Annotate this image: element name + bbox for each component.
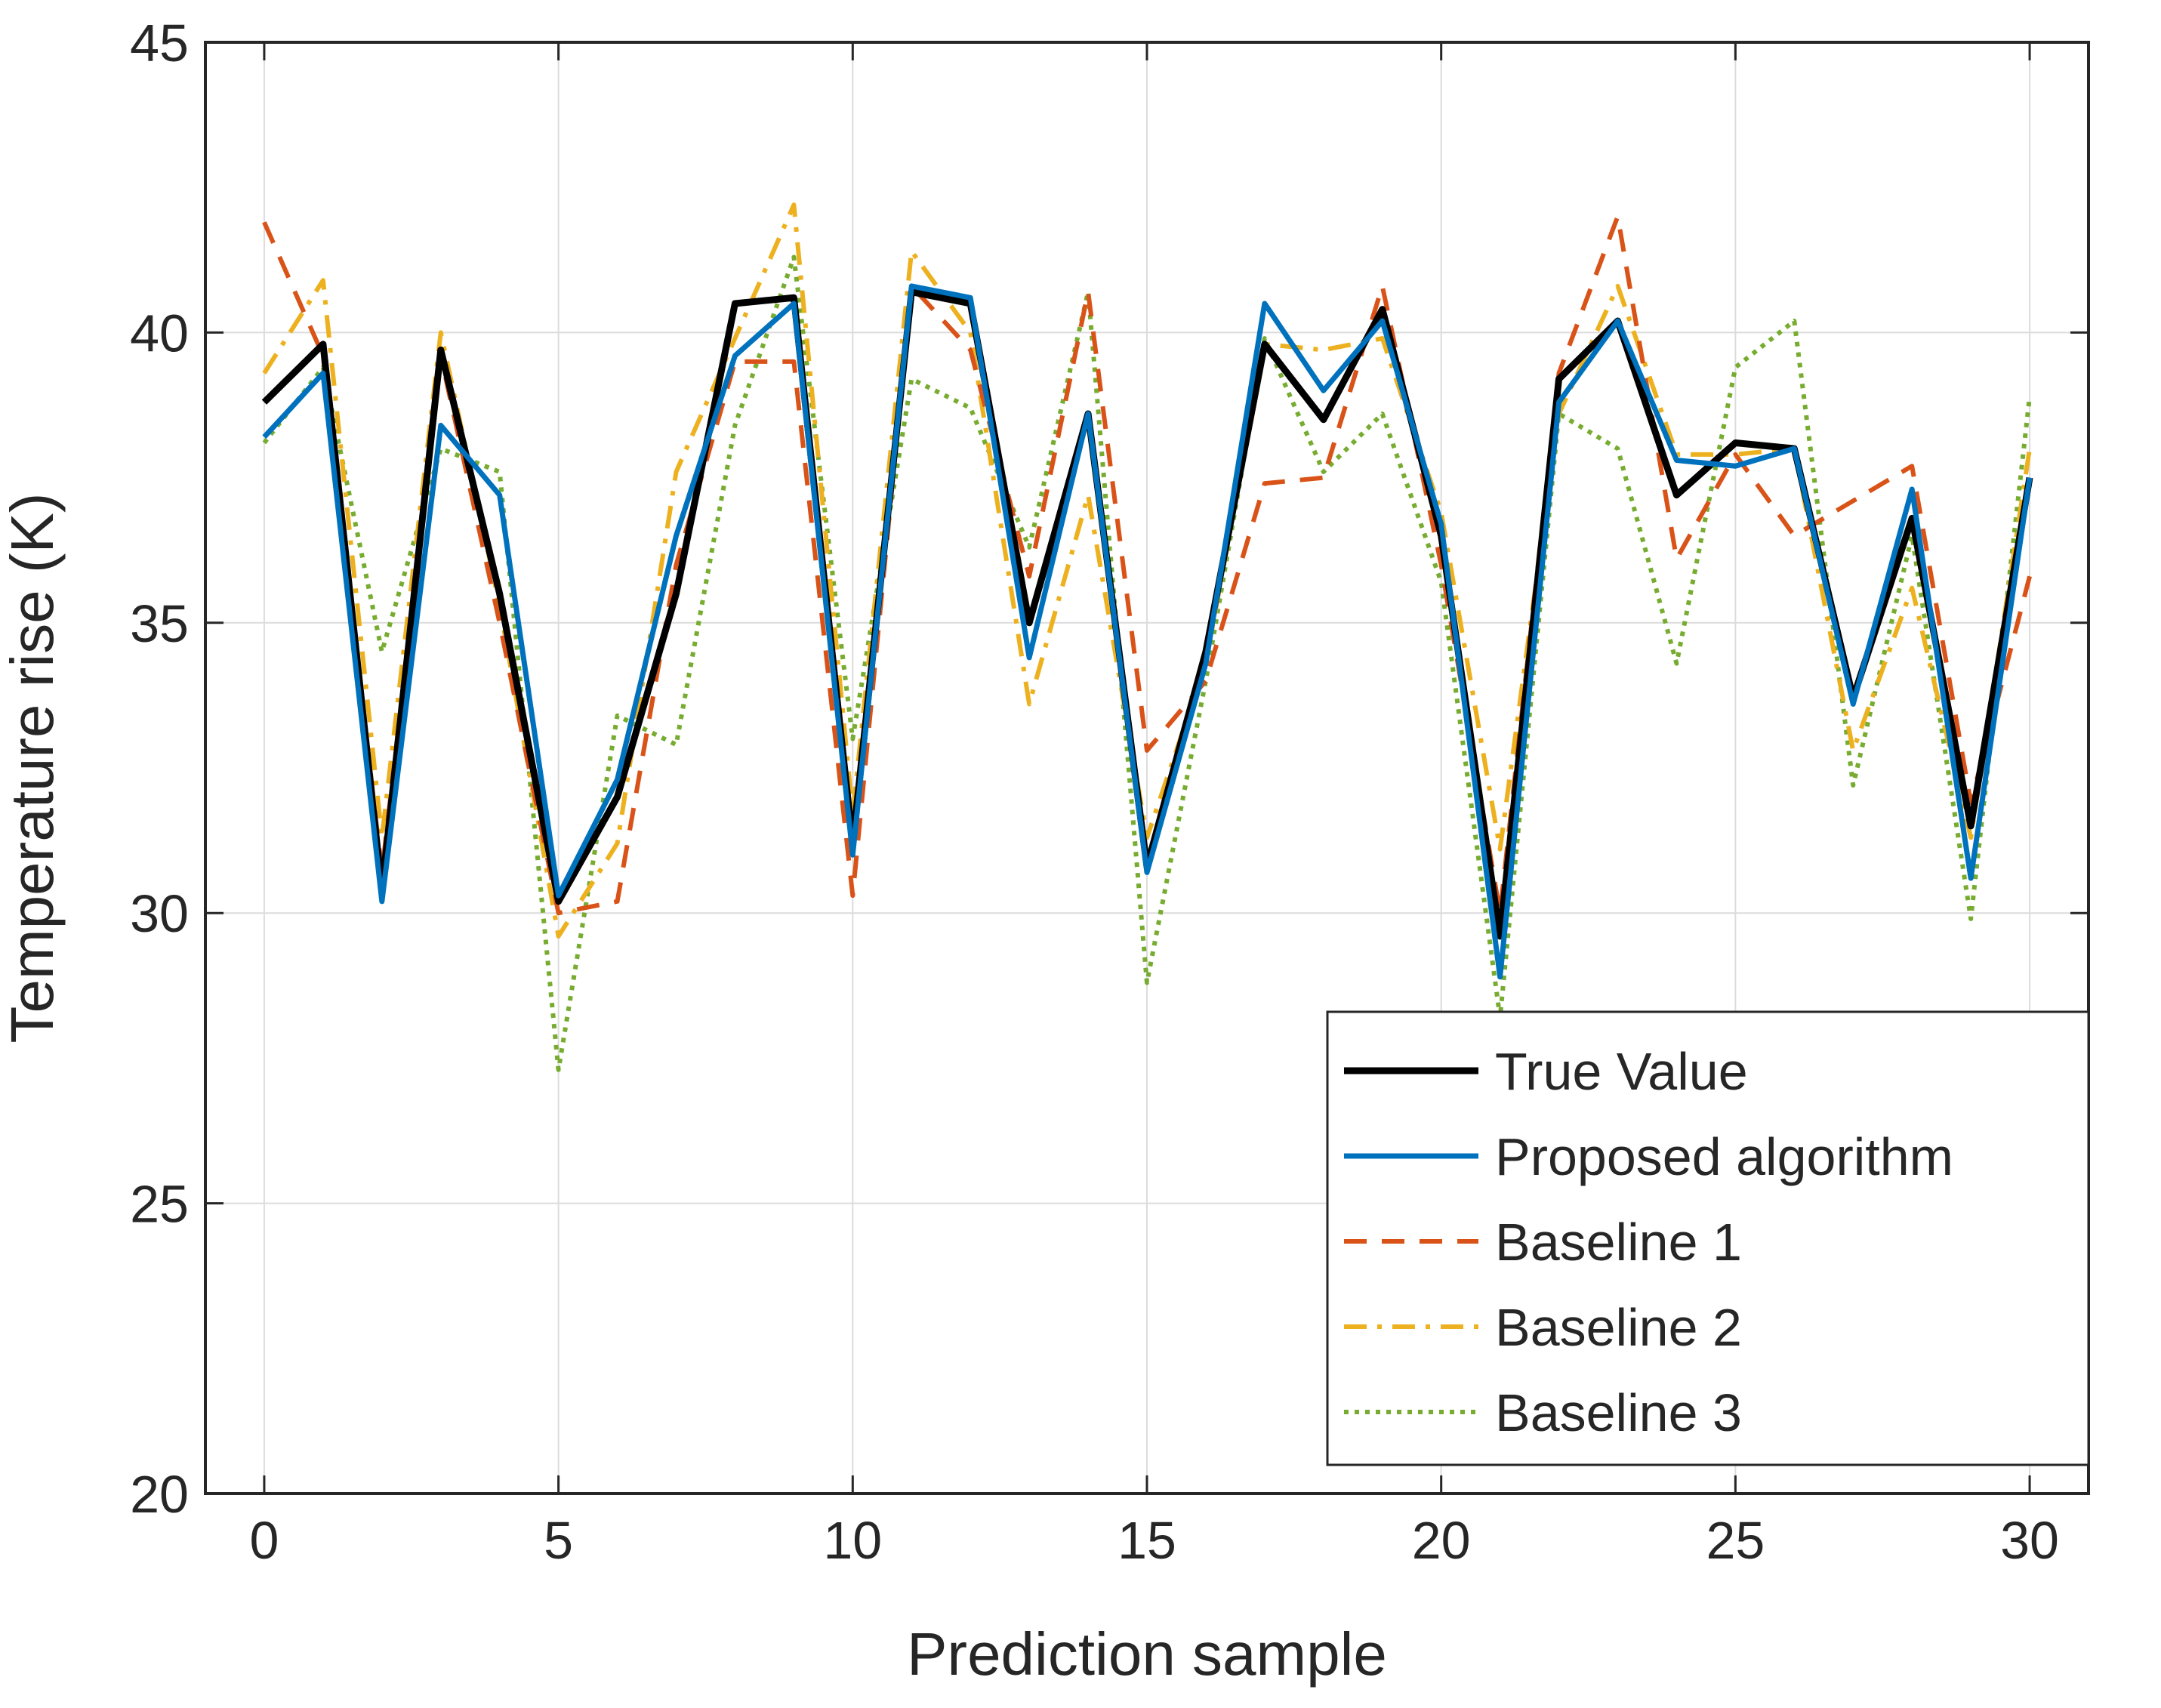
y-tick-label: 35 xyxy=(130,594,189,653)
y-tick-label: 20 xyxy=(130,1465,189,1524)
x-tick-label: 0 xyxy=(249,1511,279,1570)
x-tick-label: 25 xyxy=(1706,1511,1765,1570)
legend-item: Baseline 1 xyxy=(1344,1213,1742,1272)
legend-label: Baseline 1 xyxy=(1495,1213,1742,1272)
legend-item: Baseline 3 xyxy=(1344,1383,1742,1442)
x-tick-label: 15 xyxy=(1117,1511,1176,1570)
series-line-baseline-1 xyxy=(262,214,2032,916)
legend: True Value Proposed algorithm Baseline 1 Ba… xyxy=(1326,1010,2090,1466)
legend-box xyxy=(1326,1010,2090,1466)
legend-label: Baseline 3 xyxy=(1495,1383,1742,1442)
series-line-baseline-3 xyxy=(262,254,2033,1072)
series-lines xyxy=(261,202,2033,1072)
legend-item: True Value xyxy=(1344,1042,1748,1101)
y-tick-label: 45 xyxy=(130,14,189,72)
series-line-baseline-2 xyxy=(262,202,2033,939)
x-tick-label: 5 xyxy=(544,1511,573,1570)
x-tick-label: 10 xyxy=(823,1511,882,1570)
x-axis-label: Prediction sample xyxy=(907,1620,1387,1688)
axis-ticks: 0 5 10 15 20 25 30 20 25 30 35 40 45 xyxy=(130,14,2089,1570)
x-tick-label: 20 xyxy=(1412,1511,1471,1570)
legend-label: Baseline 2 xyxy=(1495,1298,1742,1357)
x-tick-label: 30 xyxy=(2000,1511,2059,1570)
legend-item: Proposed algorithm xyxy=(1344,1127,1953,1186)
legend-label: True Value xyxy=(1495,1042,1748,1101)
legend-item: Baseline 2 xyxy=(1344,1298,1742,1357)
y-tick-label: 40 xyxy=(130,304,189,362)
series-line-proposed-algorithm xyxy=(262,283,2033,980)
y-tick-label: 30 xyxy=(130,884,189,943)
legend-label: Proposed algorithm xyxy=(1495,1127,1953,1186)
y-axis-label: Temperature rise (K) xyxy=(0,492,66,1043)
y-tick-label: 25 xyxy=(130,1175,189,1234)
